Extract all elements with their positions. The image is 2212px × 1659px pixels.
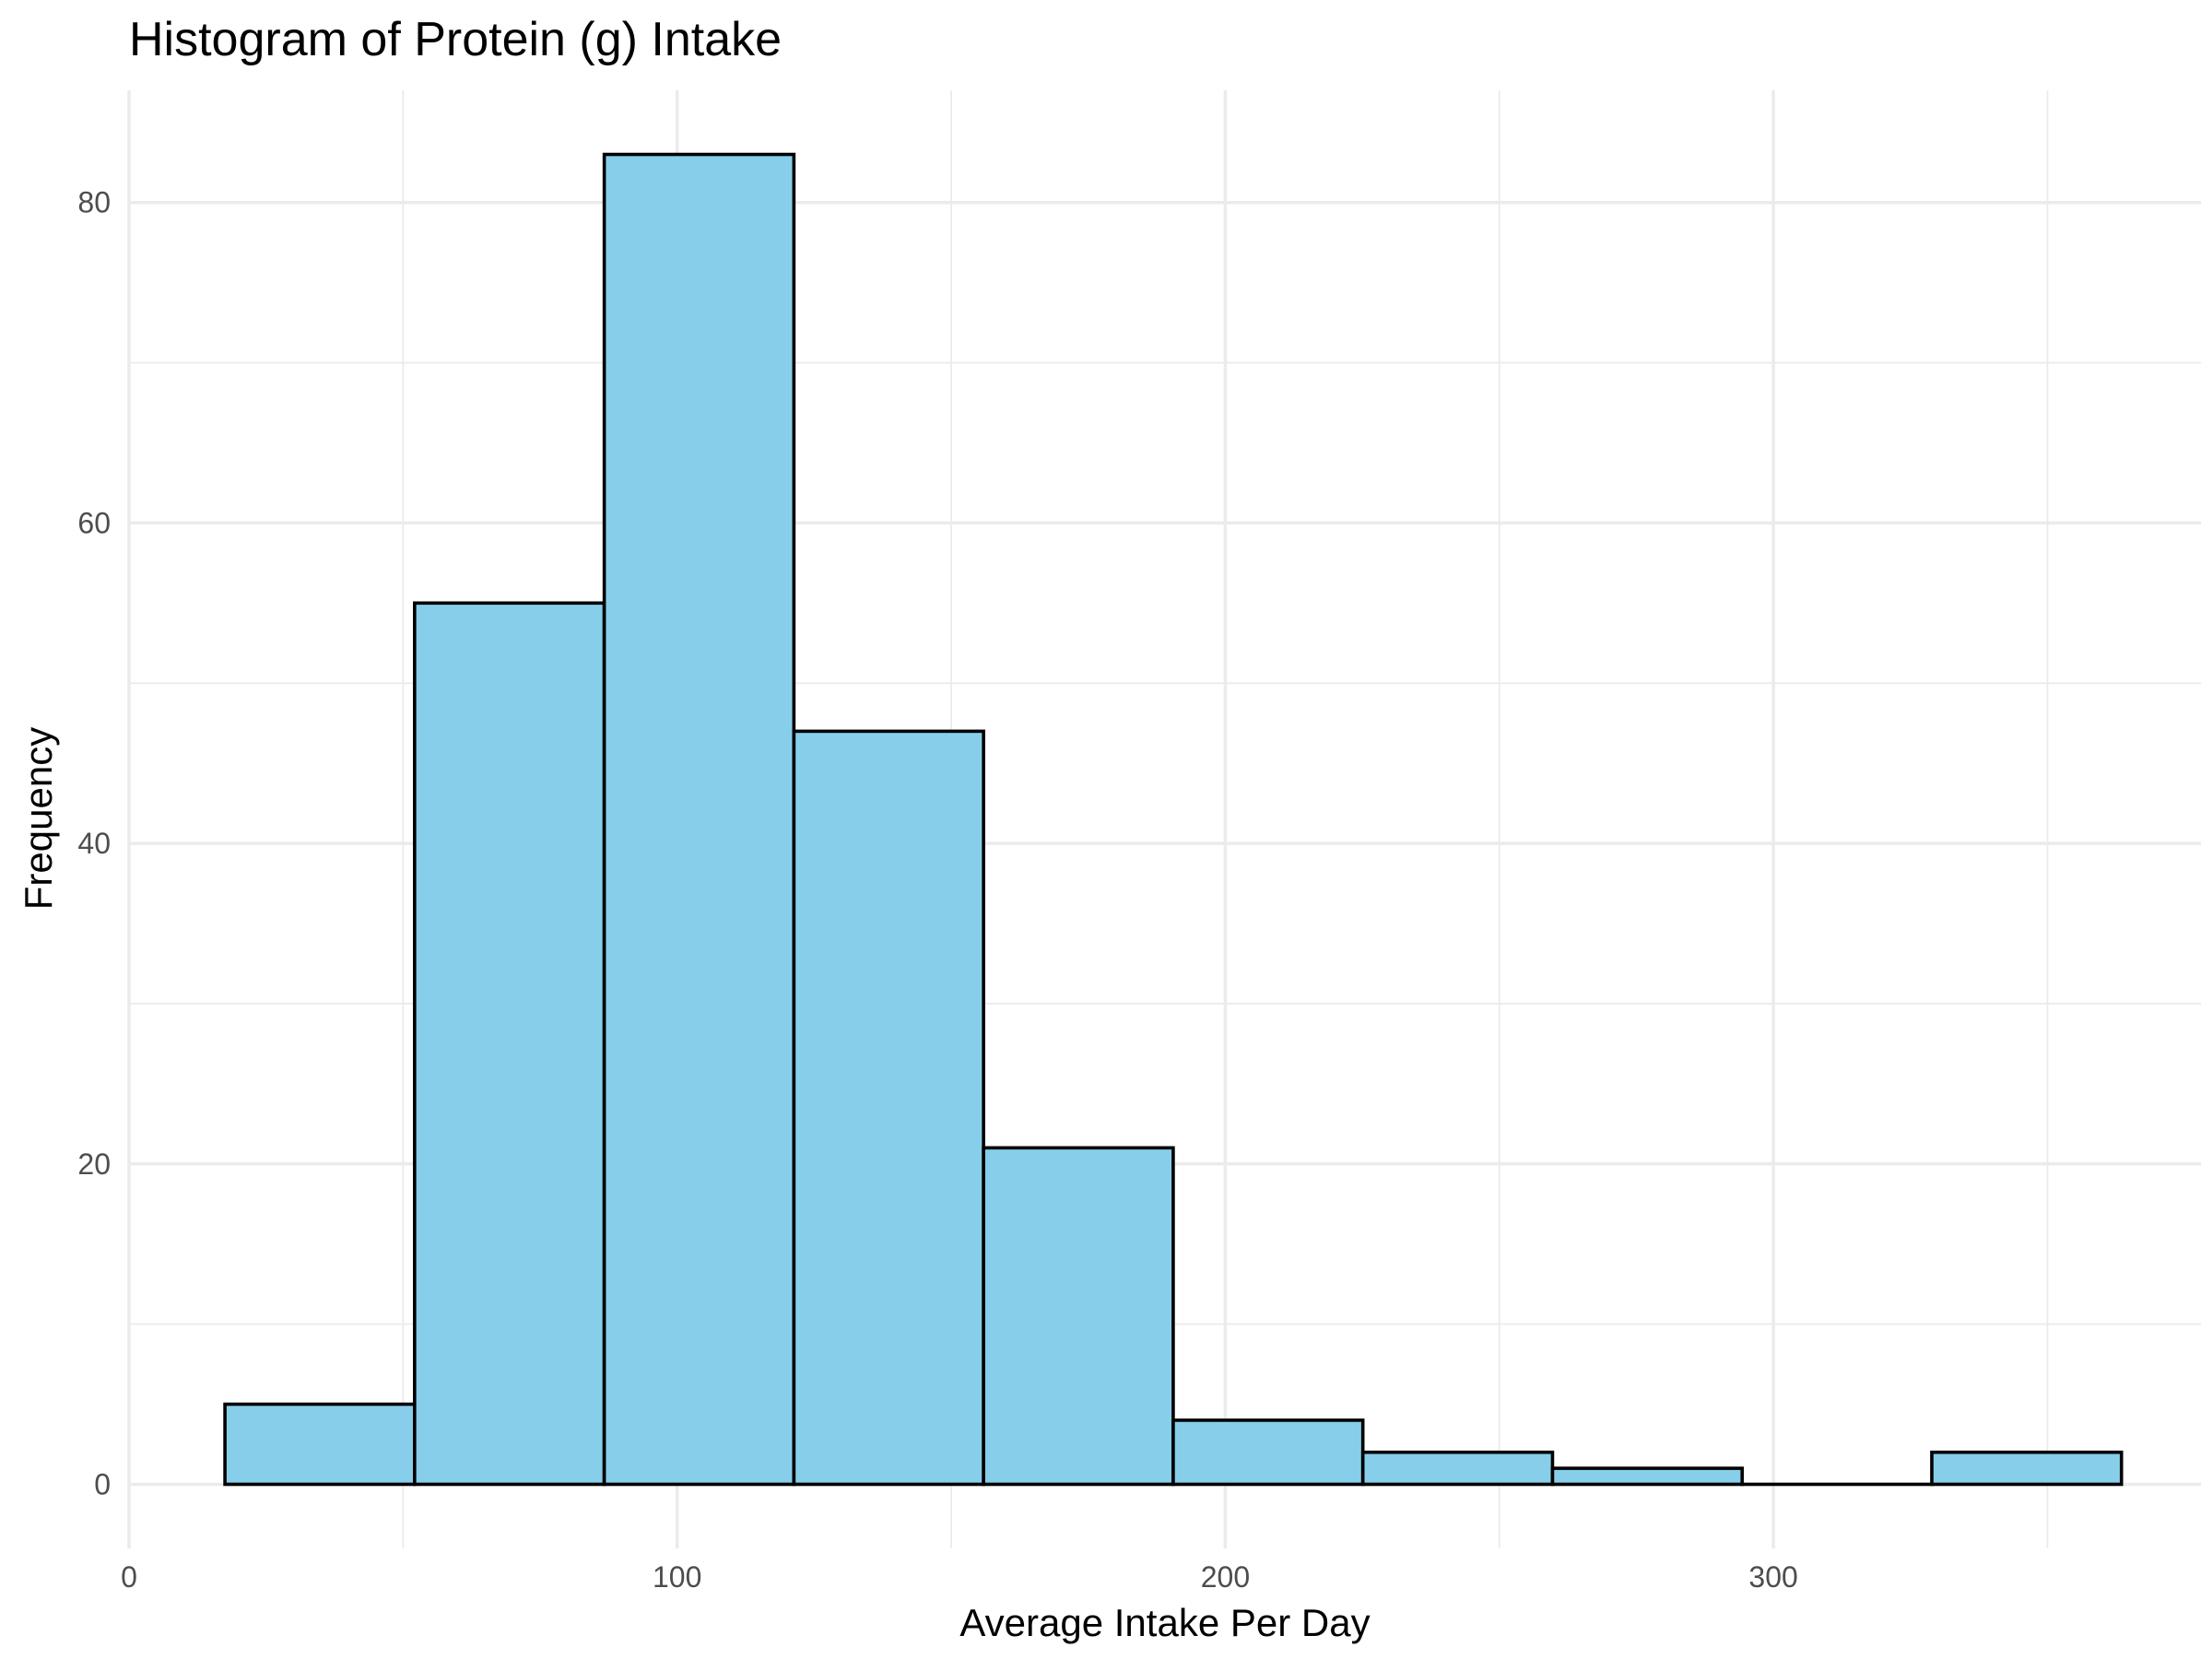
histogram-bar-1 [223,1402,417,1487]
histogram-bars [223,152,2124,1487]
y-tick-label: 80 [77,186,111,219]
x-tick-label: 0 [121,1560,137,1594]
histogram-bar-8 [1550,1466,1745,1487]
histogram-bar-7 [1360,1450,1555,1487]
histogram-bar-3 [602,152,796,1487]
histogram-bar-6 [1171,1418,1365,1487]
x-tick-label: 300 [1748,1560,1797,1594]
histogram-bar-10 [1930,1450,2124,1487]
tick-labels: 0 100 200 300 0 20 40 60 80 [77,186,1797,1594]
y-tick-label: 60 [77,506,111,539]
x-tick-label: 100 [653,1560,701,1594]
x-tick-label: 200 [1201,1560,1250,1594]
chart-title: Histogram of Protein (g) Intake [129,13,782,66]
y-axis-title: Frequency [17,727,60,910]
y-tick-label: 20 [77,1147,111,1181]
x-axis-title: Average Intake Per Day [959,1601,1370,1644]
histogram-bar-4 [792,729,985,1487]
histogram-bar-2 [413,601,606,1487]
y-tick-label: 40 [77,827,111,860]
histogram-bar-5 [982,1146,1175,1487]
y-tick-label: 0 [94,1467,111,1500]
